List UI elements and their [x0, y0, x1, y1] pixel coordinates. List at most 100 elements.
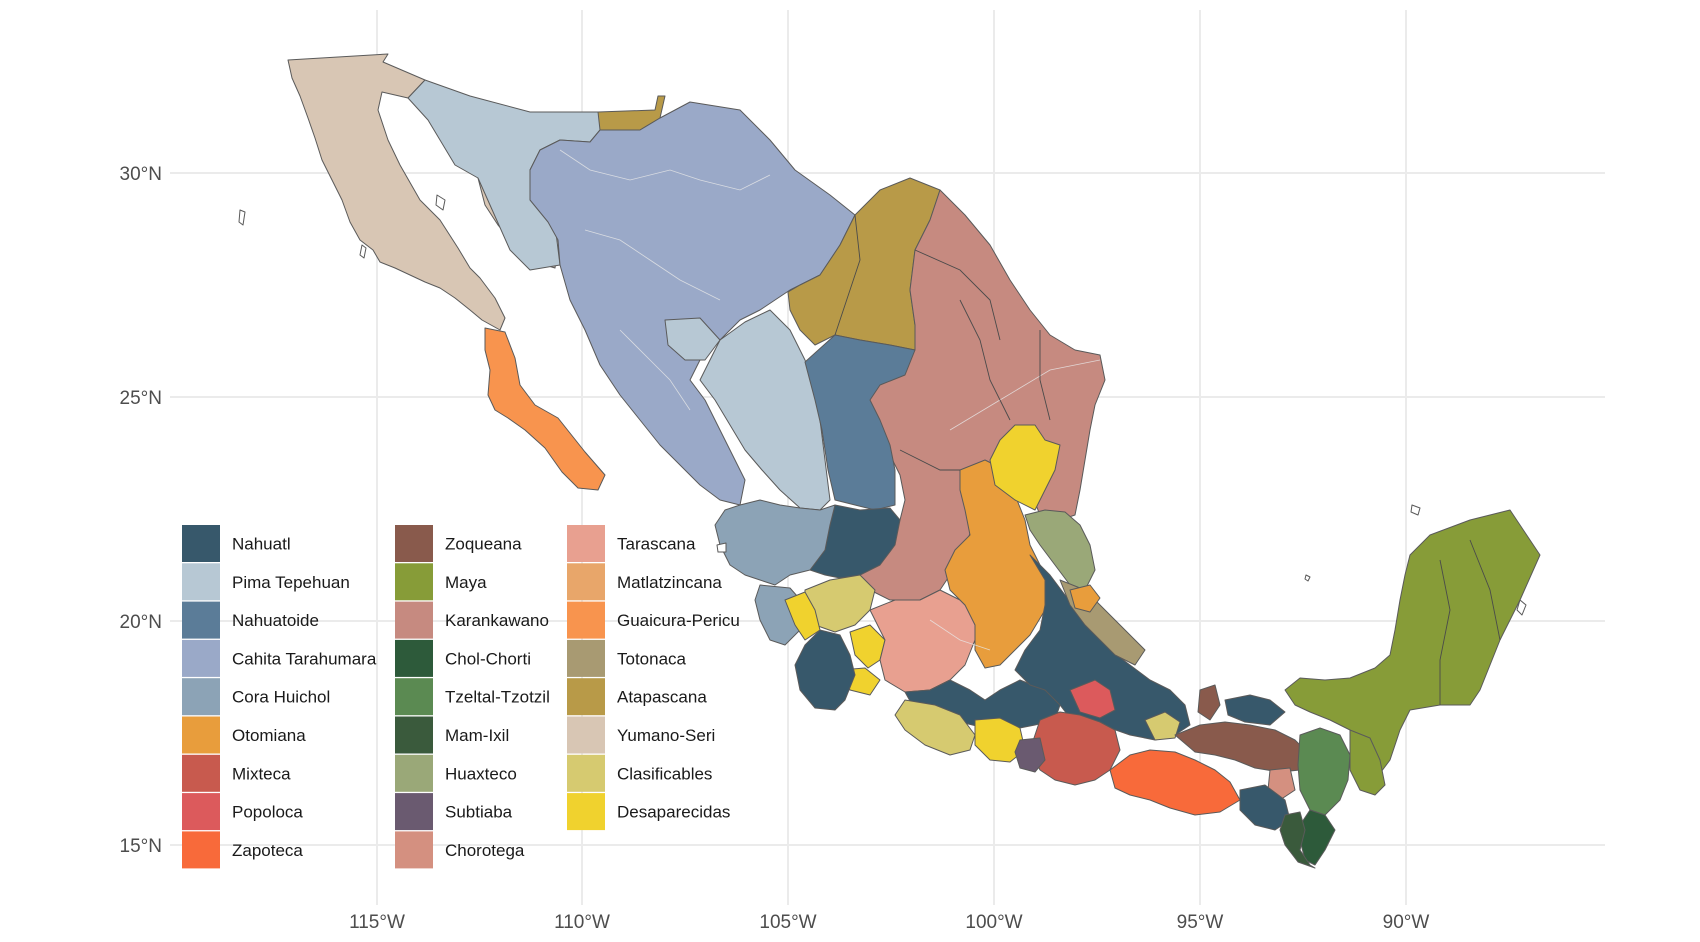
region-mam-ixil — [1279, 811, 1316, 869]
region-guaicura-pericu — [484, 327, 606, 491]
region-desaparecidas-jalisco — [849, 624, 886, 669]
legend-swatch-cahita-tarahumara — [182, 639, 220, 677]
lon-label-105w: 105°W — [759, 912, 816, 933]
state-border-tamaulipas — [1039, 330, 1051, 421]
region-pima-tepehuan-central — [699, 309, 831, 511]
region-zoqueana-tabasco — [1197, 684, 1221, 721]
legend-swatch-mam-ixil — [395, 716, 433, 754]
inner-division-coast — [929, 619, 991, 651]
region-subtiaba — [1014, 737, 1046, 773]
legend-label-mixteca: Mixteca — [232, 764, 291, 783]
region-clasificables-guerrero — [894, 699, 976, 756]
lat-label-25n: 25°N — [120, 388, 162, 409]
legend-swatch-nahuatoide — [182, 601, 220, 639]
state-border-nuevo-leon — [959, 299, 1011, 421]
state-border-slp — [899, 449, 960, 471]
island-alacranes — [1304, 574, 1311, 582]
legend-swatch-yumano-seri — [567, 716, 605, 754]
legend-label-maya: Maya — [445, 573, 487, 592]
legend-label-chorotega: Chorotega — [445, 841, 525, 860]
legend-label-zoqueana: Zoqueana — [445, 535, 522, 554]
legend-label-pima-tepehuan: Pima Tepehuan — [232, 573, 350, 592]
region-cora-huichol — [714, 499, 836, 586]
region-nahuatoide — [804, 334, 916, 511]
lon-label-95w: 95°W — [1177, 912, 1224, 933]
lon-label-115w: 115°W — [349, 912, 405, 933]
island-cozumel — [1516, 599, 1527, 616]
legend-swatch-atapascana — [567, 678, 605, 716]
region-maya-chiapas — [1349, 729, 1386, 796]
legend-swatch-otomiana — [182, 716, 220, 754]
legend-label-matlatzincana: Matlatzincana — [617, 573, 722, 592]
island-tiburon — [435, 194, 446, 211]
islands — [238, 194, 1527, 616]
island-cedros — [359, 244, 367, 259]
legend-label-yumano-seri: Yumano-Seri — [617, 726, 715, 745]
legend-swatch-maya — [395, 563, 433, 601]
legend-label-subtiaba: Subtiaba — [445, 803, 513, 822]
legend-label-desaparecidas: Desaparecidas — [617, 803, 730, 822]
legend-swatch-mixteca — [182, 754, 220, 792]
legend-swatch-tarascana — [567, 525, 605, 562]
region-yumano-seri-baja — [287, 53, 506, 331]
legend-label-tarascana: Tarascana — [617, 535, 696, 554]
region-chol-chorti — [1299, 809, 1336, 866]
legend-label-cahita-tarahumara: Cahita Tarahumara — [232, 649, 377, 668]
legend-label-karankawano: Karankawano — [445, 611, 549, 630]
legend-swatch-tzeltal-tzotzil — [395, 678, 433, 716]
state-border-coahuila — [914, 249, 1001, 341]
region-tzeltal-tzotzil — [1297, 727, 1351, 816]
lon-label-90w: 90°W — [1383, 912, 1430, 933]
legend-swatch-karankawano — [395, 601, 433, 639]
legend-swatch-zapoteca — [182, 831, 220, 869]
inner-division-east — [949, 359, 1101, 431]
legend-swatch-matlatzincana — [567, 563, 605, 601]
legend-label-popoloca: Popoloca — [232, 803, 303, 822]
legend-swatch-desaparecidas — [567, 793, 605, 831]
legend-swatch-pima-tepehuan — [182, 563, 220, 601]
legend-swatch-totonaca — [567, 639, 605, 677]
region-popoloca — [1069, 679, 1116, 719]
lat-label-20n: 20°N — [120, 612, 162, 633]
state-borders — [834, 214, 1501, 705]
language-regions — [287, 53, 1541, 869]
region-otomiana-puebla — [1069, 584, 1101, 613]
legend-swatch-nahuatl — [182, 525, 220, 562]
legend-swatch-clasificables — [567, 754, 605, 792]
region-clasificables-oaxaca — [1144, 711, 1181, 741]
inner-division-north — [559, 149, 771, 191]
legend-label-mam-ixil: Mam-Ixil — [445, 726, 509, 745]
inner-division-west — [619, 329, 691, 411]
region-tarascana — [869, 589, 976, 693]
lon-label-110w: 110°W — [554, 912, 610, 933]
island-socorro — [1410, 504, 1421, 516]
legend-label-tzeltal-tzotzil: Tzeltal-Tzotzil — [445, 688, 550, 707]
legend-label-cora-huichol: Cora Huichol — [232, 688, 330, 707]
legend-swatch-subtiaba — [395, 793, 433, 831]
state-border-north — [834, 214, 861, 336]
legend-label-huaxteco: Huaxteco — [445, 764, 517, 783]
lat-label-30n: 30°N — [120, 164, 162, 185]
island-marias — [716, 542, 727, 553]
region-desaparecidas-slp — [989, 424, 1061, 511]
legend: Nahuatl Pima Tepehuan Nahuatoide Cahita Tar… — [182, 525, 740, 869]
lat-label-15n: 15°N — [120, 836, 162, 857]
legend-label-otomiana: Otomiana — [232, 726, 306, 745]
inner-divisions — [559, 149, 1101, 651]
legend-swatch-popoloca — [182, 793, 220, 831]
region-nahuatl-michoacan — [794, 629, 856, 711]
legend-swatch-guaicura-pericu — [567, 601, 605, 639]
inner-division-sierra — [584, 229, 721, 301]
legend-label-guaicura-pericu: Guaicura-Pericu — [617, 611, 740, 630]
legend-label-atapascana: Atapascana — [617, 688, 707, 707]
state-border-quintana-roo — [1469, 539, 1501, 641]
region-otomiana — [944, 459, 1051, 669]
region-nahuatl-tabasco — [1224, 694, 1286, 726]
region-huaxteco — [1024, 509, 1096, 591]
legend-label-totonaca: Totonaca — [617, 649, 687, 668]
legend-swatch-cora-huichol — [182, 678, 220, 716]
lon-axis-labels: 115°W 110°W 105°W 100°W 95°W 90°W — [349, 912, 1429, 933]
legend-label-nahuatl: Nahuatl — [232, 535, 291, 554]
legend-label-clasificables: Clasificables — [617, 764, 712, 783]
